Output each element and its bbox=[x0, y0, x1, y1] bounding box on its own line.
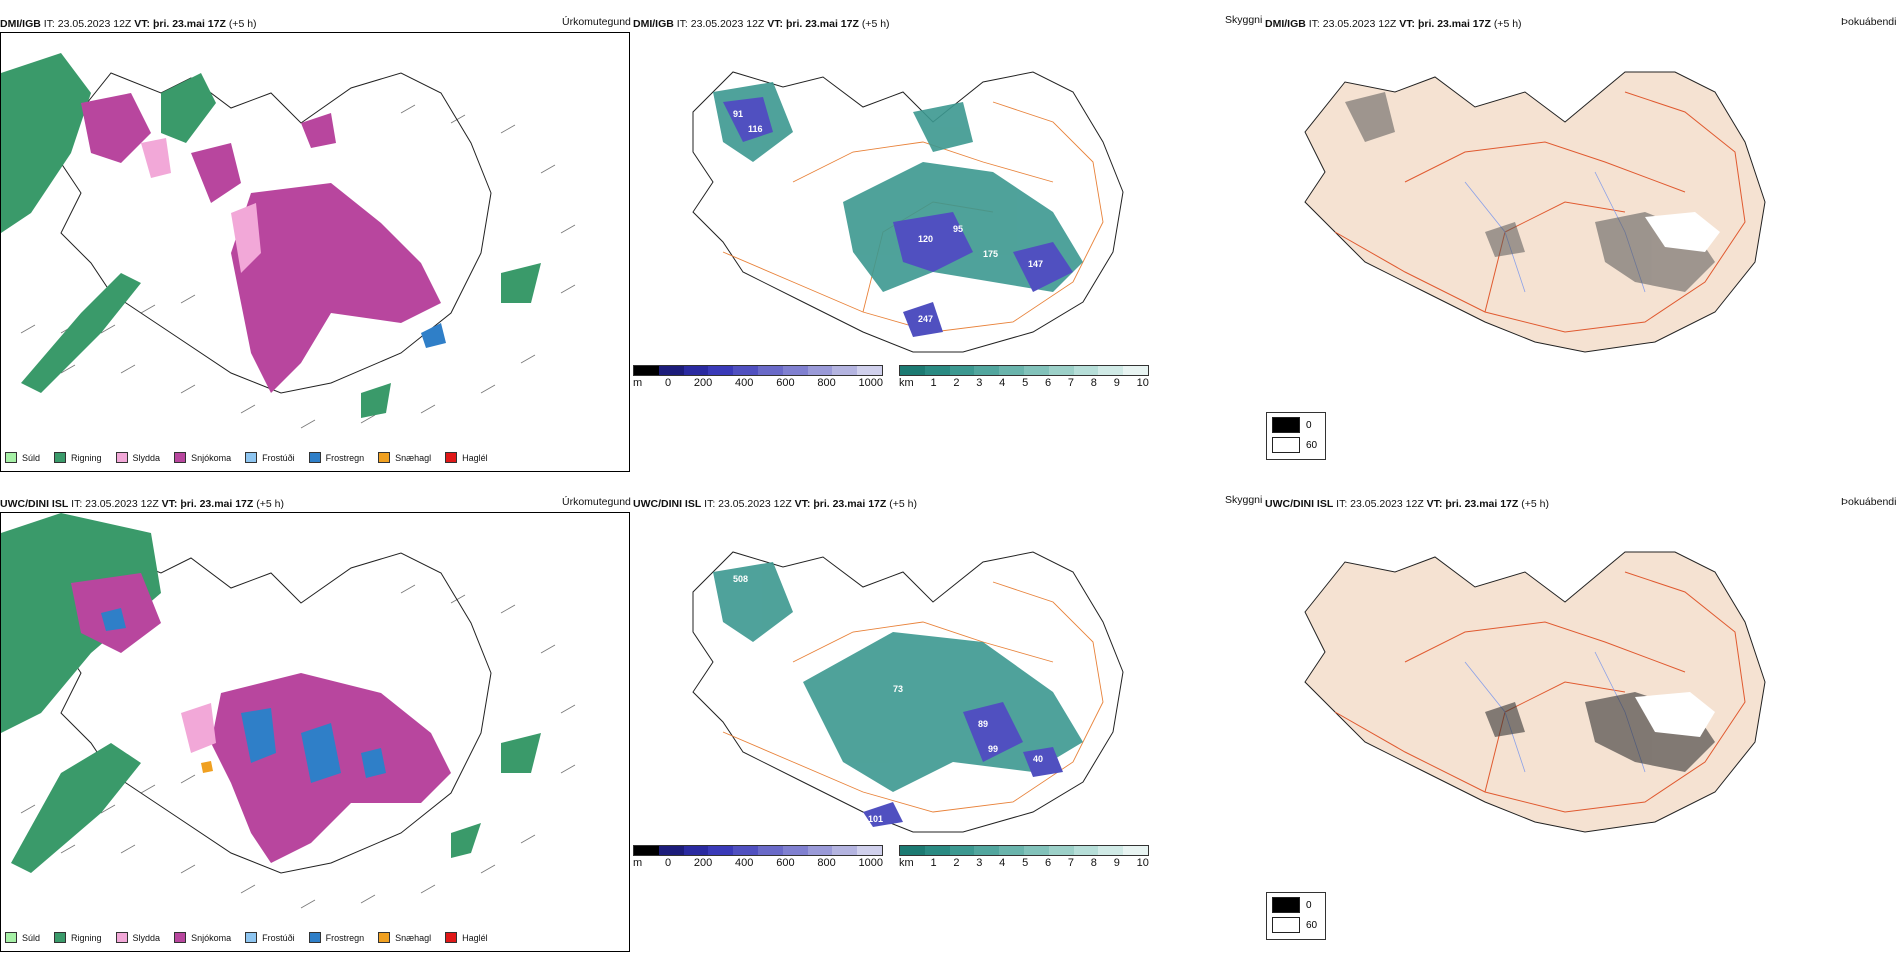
road-network bbox=[1334, 91, 1746, 333]
road-network bbox=[722, 581, 1104, 813]
panel-title: DMI/IGB IT: 23.05.2023 12Z VT: þri. 23.m… bbox=[1265, 18, 1522, 30]
fog-index-legend: 0 60 bbox=[1266, 892, 1326, 940]
fog-teal-areas bbox=[713, 562, 1083, 792]
snow-pellet-areas bbox=[201, 761, 213, 773]
panel-fog-index-uwc: UWC/DINI ISL IT: 23.05.2023 12Z VT: þri.… bbox=[1265, 490, 1897, 955]
snow-areas bbox=[81, 93, 441, 393]
legend-item-hail: Haglél bbox=[445, 452, 488, 463]
panel-variable-label: Þokuábendi bbox=[1841, 16, 1897, 28]
legend-item-freezing-drizzle: Frostúði bbox=[245, 932, 295, 943]
visibility-km-colorbar: km 1 2 3 4 5 6 7 8 9 10 bbox=[899, 365, 1149, 389]
panel-variable-label: Skyggni bbox=[1225, 494, 1263, 506]
precip-type-legend: Súld Rigning Slydda Snjókoma Frostúði Fr… bbox=[5, 932, 488, 943]
freezing-rain-areas bbox=[101, 608, 386, 783]
legend-item-snow-pellets: Snæhagl bbox=[378, 932, 431, 943]
visibility-m-colorbar: m 0 200 400 600 800 1000 bbox=[633, 365, 883, 389]
fog-index-map bbox=[1265, 32, 1895, 472]
colorbar-km bbox=[899, 845, 1149, 856]
colorbar-m bbox=[633, 365, 883, 376]
sleet-areas bbox=[141, 138, 261, 273]
panel-precip-type-uwc: UWC/DINI ISL IT: 23.05.2023 12Z VT: þri.… bbox=[0, 490, 631, 955]
freezing-rain-areas bbox=[421, 323, 446, 348]
visibility-map: 91 116 120 95 175 147 247 m 0 200 400 600 800… bbox=[633, 32, 1263, 472]
legend-item-freezing-rain: Frostregn bbox=[308, 932, 364, 943]
legend-item-drizzle: Súld bbox=[5, 452, 40, 463]
iceland-outline bbox=[60, 552, 492, 874]
visibility-map: 508 89 99 40 73 101 m 0 200 400 600 800 1000 k… bbox=[633, 512, 1263, 952]
vis-label: 89 bbox=[978, 719, 988, 729]
sleet-areas bbox=[181, 703, 216, 753]
visibility-km-colorbar: km 1 2 3 4 5 6 7 8 9 10 bbox=[899, 845, 1149, 869]
vis-label: 73 bbox=[893, 684, 903, 694]
legend-item-snow-pellets: Snæhagl bbox=[378, 452, 431, 463]
wind-barbs bbox=[20, 104, 576, 429]
panel-title: UWC/DINI ISL IT: 23.05.2023 12Z VT: þri.… bbox=[633, 498, 917, 510]
legend-item-snow: Snjókoma bbox=[174, 932, 231, 943]
precip-type-map: Súld Rigning Slydda Snjókoma Frostúði Fr… bbox=[0, 32, 630, 472]
precip-type-map: Súld Rigning Slydda Snjókoma Frostúði Fr… bbox=[0, 512, 630, 952]
legend-item-freezing-rain: Frostregn bbox=[308, 452, 364, 463]
panel-variable-label: Úrkomutegund bbox=[562, 496, 631, 508]
visibility-m-colorbar: m 0 200 400 600 800 1000 bbox=[633, 845, 883, 869]
legend-item-sleet: Slydda bbox=[115, 452, 160, 463]
precip-type-legend: Súld Rigning Slydda Snjókoma Frostúði Fr… bbox=[5, 452, 488, 463]
wind-barbs bbox=[20, 584, 576, 909]
vis-label: 99 bbox=[988, 744, 998, 754]
panel-visibility-dmi: DMI/IGB IT: 23.05.2023 12Z VT: þri. 23.m… bbox=[633, 10, 1263, 475]
fog-index-map bbox=[1265, 512, 1895, 952]
vis-label: 175 bbox=[983, 249, 998, 259]
vis-label: 91 bbox=[733, 109, 743, 119]
glacier-white bbox=[1645, 212, 1720, 252]
vis-label: 116 bbox=[748, 124, 763, 134]
vis-label: 95 bbox=[953, 224, 963, 234]
vis-label: 247 bbox=[918, 314, 933, 324]
fog-gray-areas bbox=[1345, 92, 1715, 292]
panel-visibility-uwc: UWC/DINI ISL IT: 23.05.2023 12Z VT: þri.… bbox=[633, 490, 1263, 955]
vis-label: 120 bbox=[918, 234, 933, 244]
legend-item-snow: Snjókoma bbox=[174, 452, 231, 463]
panel-variable-label: Úrkomutegund bbox=[562, 16, 631, 28]
legend-item-rain: Rigning bbox=[54, 932, 102, 943]
road-network bbox=[1334, 571, 1746, 813]
panel-title: UWC/DINI ISL IT: 23.05.2023 12Z VT: þri.… bbox=[1265, 498, 1549, 510]
legend-item-sleet: Slydda bbox=[115, 932, 160, 943]
vis-label: 508 bbox=[733, 574, 748, 584]
vis-label: 40 bbox=[1033, 754, 1043, 764]
panel-title: DMI/IGB IT: 23.05.2023 12Z VT: þri. 23.m… bbox=[633, 18, 890, 30]
iceland-outline bbox=[1304, 551, 1766, 833]
vis-label: 147 bbox=[1028, 259, 1043, 269]
fog-purple-areas bbox=[863, 702, 1063, 827]
legend-item-rain: Rigning bbox=[54, 452, 102, 463]
legend-item-hail: Haglél bbox=[445, 932, 488, 943]
glacier-white bbox=[1635, 692, 1715, 737]
vis-label: 101 bbox=[868, 814, 883, 824]
panel-variable-label: Þokuábendi bbox=[1841, 496, 1897, 508]
fog-index-legend: 0 60 bbox=[1266, 412, 1326, 460]
panel-variable-label: Skyggni bbox=[1225, 14, 1263, 26]
panel-title: DMI/IGB IT: 23.05.2023 12Z VT: þri. 23.m… bbox=[0, 18, 257, 30]
panel-title: UWC/DINI ISL IT: 23.05.2023 12Z VT: þri.… bbox=[0, 498, 284, 510]
legend-item-freezing-drizzle: Frostúði bbox=[245, 452, 295, 463]
panel-precip-type-dmi: DMI/IGB IT: 23.05.2023 12Z VT: þri. 23.m… bbox=[0, 10, 631, 475]
fog-purple-areas bbox=[723, 97, 1073, 337]
panel-fog-index-dmi: DMI/IGB IT: 23.05.2023 12Z VT: þri. 23.m… bbox=[1265, 10, 1897, 475]
colorbar-m bbox=[633, 845, 883, 856]
colorbar-km bbox=[899, 365, 1149, 376]
rain-areas bbox=[1, 53, 541, 418]
legend-item-drizzle: Súld bbox=[5, 932, 40, 943]
iceland-outline bbox=[60, 72, 492, 394]
